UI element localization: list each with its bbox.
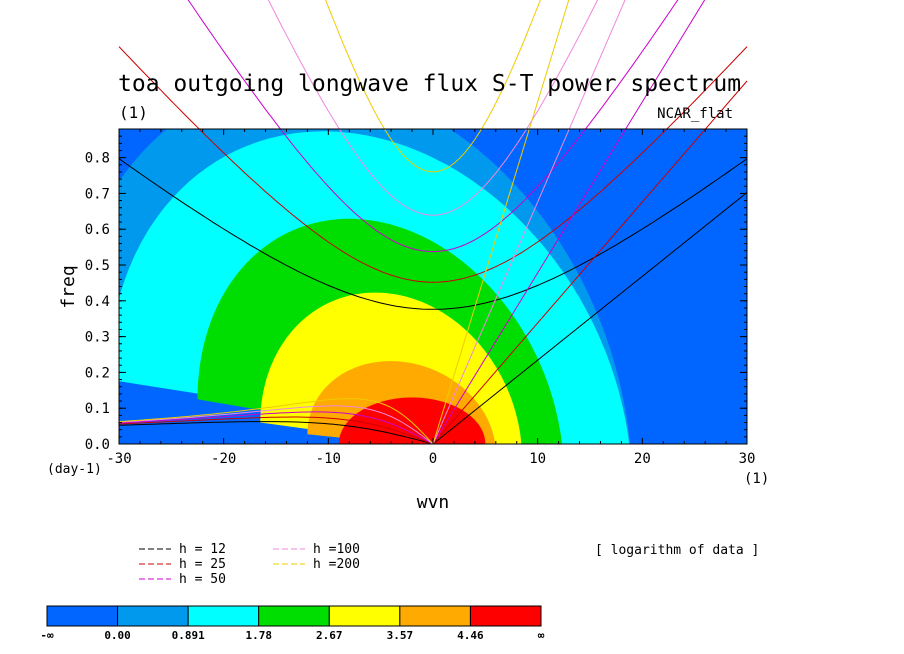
dispersion-rossby-h50: [118, 411, 434, 445]
colorbar-swatch: [399, 605, 471, 627]
dispersion-rossby-h12: [118, 421, 434, 445]
y-tick-label: 0.4: [85, 294, 110, 310]
legend-label: h =200: [313, 557, 360, 572]
dispersion-kelvin-h50: [432, 0, 706, 445]
y-axis-label: freq: [58, 265, 79, 308]
dispersion-kelvin-h12: [432, 192, 748, 445]
y-tick-label: 0.3: [85, 330, 110, 346]
y-tick-label: 0.8: [85, 151, 110, 167]
legend-label: h = 25: [179, 557, 226, 572]
legend-label: h = 12: [179, 542, 226, 557]
x-axis: -30 -20 -10 0 10 20 30: [106, 129, 755, 467]
dispersion-kelvin-h25: [432, 80, 748, 445]
chart-subtitle: NCAR_flat: [657, 106, 733, 122]
dispersion-rossby-h100: [118, 405, 434, 445]
colorbar-swatch: [117, 605, 189, 627]
colorbar-label: ∞: [538, 629, 545, 642]
dispersion-gravity-h50: [187, 0, 679, 253]
colorbar-label: 2.67: [316, 629, 343, 642]
dispersion-rossby-h200: [118, 398, 434, 445]
legend-label: h = 50: [179, 572, 226, 587]
y-tick-label: 0.6: [85, 222, 110, 238]
dispersion-gravity-h25: [118, 46, 748, 283]
dispersion-gravity-h200: [325, 0, 541, 173]
colorbar-swatch: [187, 605, 260, 627]
x-units: (1): [744, 471, 769, 487]
y-axis: 0.0 0.1 0.2 0.3 0.4 0.5 0.6 0.7 0.8: [85, 135, 747, 453]
x-tick-label: -10: [316, 451, 341, 467]
chart-title: toa outgoing longwave flux S-T power spe…: [118, 71, 741, 97]
colorbar-swatch: [46, 605, 119, 627]
colorbar-label: 1.78: [245, 629, 272, 642]
title-units: (1): [119, 103, 148, 122]
y-tick-label: 0.7: [85, 186, 110, 202]
x-tick-label: 10: [529, 451, 546, 467]
dispersion-kelvin-h100: [432, 0, 626, 445]
colorbar-note: [ logarithm of data ]: [595, 543, 759, 558]
dispersion-gravity-h100: [267, 0, 599, 216]
colorbar-label: 3.57: [387, 629, 414, 642]
colorbar-swatch: [258, 605, 330, 627]
x-tick-label: -20: [211, 451, 236, 467]
x-tick-label: -30: [106, 451, 131, 467]
dispersion-kelvin-h200: [432, 0, 570, 445]
y-tick-label: 0.5: [85, 258, 110, 274]
x-axis-label: wvn: [417, 492, 450, 513]
x-tick-label: 0: [429, 451, 437, 467]
y-tick-label: 0.0: [85, 437, 110, 453]
legend-label: h =100: [313, 542, 360, 557]
x-tick-label: 20: [634, 451, 651, 467]
y-tick-label: 0.1: [85, 401, 110, 417]
dispersion-curves: [118, 0, 748, 445]
dispersion-rossby-h25: [118, 416, 434, 445]
colorbar: -∞ 0.00 0.891 1.78 2.67 3.57 4.46 ∞: [40, 605, 545, 642]
colorbar-label: 4.46: [457, 629, 484, 642]
colorbar-label: 0.00: [104, 629, 131, 642]
colorbar-label: 0.891: [172, 629, 205, 642]
contour-level-6: [338, 397, 486, 444]
contour-fill: [119, 129, 747, 444]
y-tick-label: 0.2: [85, 365, 110, 381]
x-tick-label: 30: [739, 451, 756, 467]
y-units: (day-1): [47, 462, 102, 477]
colorbar-swatch: [469, 605, 542, 627]
dispersion-gravity-h12: [118, 158, 748, 310]
colorbar-label: -∞: [40, 629, 54, 642]
colorbar-swatch: [328, 605, 401, 627]
